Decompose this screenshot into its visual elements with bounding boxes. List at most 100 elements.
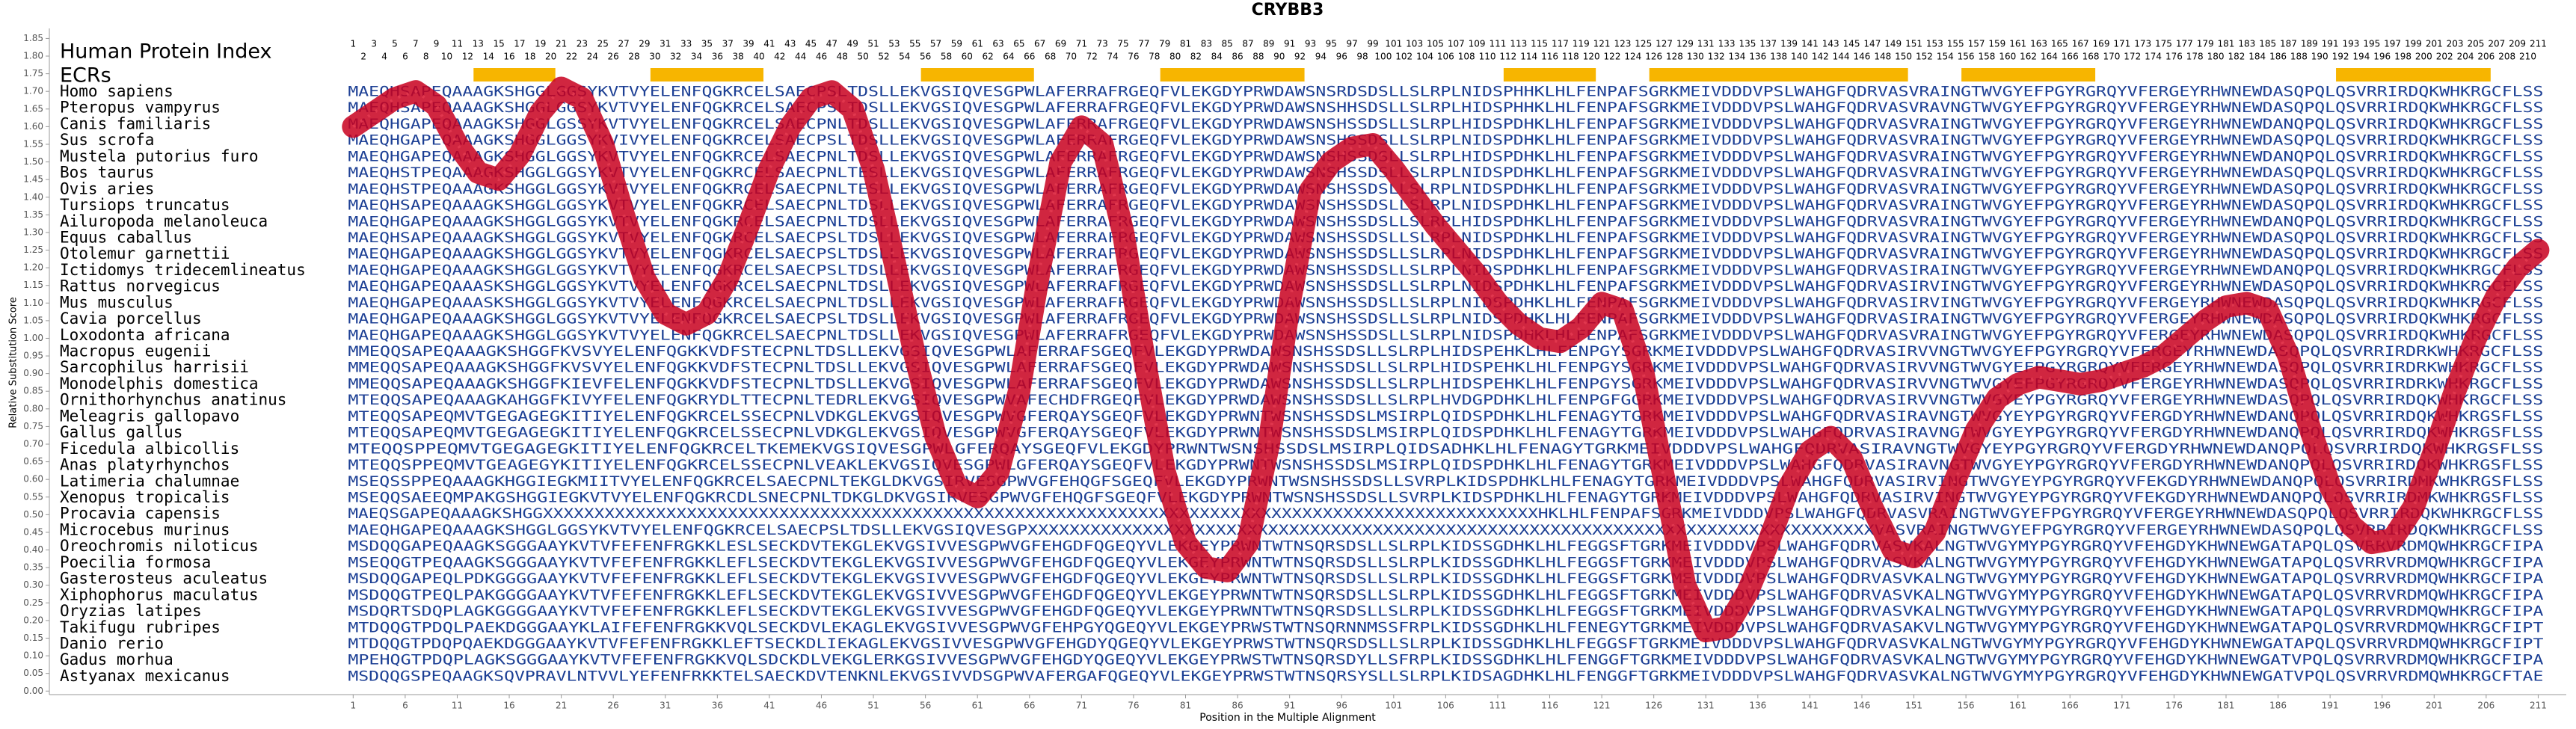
protein-index: 88 xyxy=(1252,52,1264,62)
protein-index: 193 xyxy=(2343,39,2360,49)
species-name: Procavia capensis xyxy=(60,505,221,523)
protein-index: 126 xyxy=(1645,52,1662,62)
x-tick-label: 206 xyxy=(2477,701,2494,711)
species-name: Xenopus tropicalis xyxy=(60,488,230,506)
protein-index: 70 xyxy=(1066,52,1077,62)
protein-index: 121 xyxy=(1593,39,1611,49)
species-name: Equus caballus xyxy=(60,228,192,246)
x-tick-label: 111 xyxy=(1489,701,1506,711)
x-tick-label: 116 xyxy=(1541,701,1558,711)
protein-index: 129 xyxy=(1676,39,1694,49)
protein-index: 137 xyxy=(1759,39,1777,49)
protein-index: 42 xyxy=(774,52,785,62)
species-name: Anas platyrhynchos xyxy=(60,456,230,474)
protein-index: 47 xyxy=(826,39,837,49)
protein-index: 75 xyxy=(1117,39,1128,49)
protein-index: 63 xyxy=(992,39,1003,49)
protein-index: 21 xyxy=(556,39,567,49)
protein-index: 203 xyxy=(2447,39,2464,49)
y-tick-label: 0.70 xyxy=(23,439,43,449)
protein-index: 196 xyxy=(2373,52,2391,62)
y-tick-label: 1.80 xyxy=(23,51,43,61)
protein-index: 204 xyxy=(2457,52,2474,62)
y-tick-label: 1.10 xyxy=(23,298,43,308)
protein-index: 78 xyxy=(1149,52,1160,62)
protein-index: 26 xyxy=(608,52,619,62)
x-axis-label: Position in the Multiple Alignment xyxy=(1199,712,1376,724)
protein-index: 135 xyxy=(1739,39,1756,49)
protein-index: 85 xyxy=(1222,39,1233,49)
protein-index: 150 xyxy=(1895,52,1912,62)
x-tick-label: 146 xyxy=(1854,701,1871,711)
protein-index: 176 xyxy=(2165,52,2183,62)
protein-index: 174 xyxy=(2145,52,2162,62)
species-name: Sus scrofa xyxy=(60,131,154,149)
protein-index: 125 xyxy=(1635,39,1652,49)
species-name: Ficedula albicollis xyxy=(60,440,239,458)
protein-index: 6 xyxy=(402,52,408,62)
protein-index: 117 xyxy=(1552,39,1569,49)
protein-index: 118 xyxy=(1562,52,1579,62)
protein-index: 108 xyxy=(1458,52,1475,62)
protein-index: 206 xyxy=(2477,52,2494,62)
sequence: MAEQHGAPEQAAAGKSHGGLGGSYKVTVYELENFQGKRCE… xyxy=(348,327,2543,343)
protein-index: 14 xyxy=(483,52,494,62)
protein-index: 145 xyxy=(1843,39,1860,49)
protein-index: 105 xyxy=(1427,39,1444,49)
protein-index: 71 xyxy=(1076,39,1087,49)
protein-index: 44 xyxy=(795,52,806,62)
protein-index: 201 xyxy=(2426,39,2443,49)
y-tick-label: 0.80 xyxy=(23,403,43,413)
ecr-label: ECRs xyxy=(60,64,111,87)
protein-index: 13 xyxy=(473,39,484,49)
y-tick-label: 1.20 xyxy=(23,262,43,273)
protein-index: 120 xyxy=(1583,52,1600,62)
species-name: Ictidomys tridecemlineatus xyxy=(60,261,306,279)
protein-index: 195 xyxy=(2363,39,2380,49)
x-tick-label: 126 xyxy=(1645,701,1662,711)
sequence: MSDQRTSDQPLAGKGGGGAAYKVTVFEFENFRGKKLEFLS… xyxy=(348,603,2544,620)
protein-index: 30 xyxy=(649,52,660,62)
protein-index: 67 xyxy=(1034,39,1045,49)
x-tick-label: 186 xyxy=(2269,701,2287,711)
protein-index: 98 xyxy=(1356,52,1368,62)
protein-index: 177 xyxy=(2176,39,2193,49)
protein-index: 162 xyxy=(2020,52,2037,62)
protein-index: 146 xyxy=(1854,52,1871,62)
protein-index: 52 xyxy=(878,52,889,62)
protein-index: 66 xyxy=(1024,52,1035,62)
protein-index: 46 xyxy=(816,52,827,62)
protein-index: 116 xyxy=(1541,52,1558,62)
protein-index: 124 xyxy=(1624,52,1641,62)
x-tick-label: 196 xyxy=(2373,701,2391,711)
protein-index: 61 xyxy=(972,39,983,49)
protein-index: 115 xyxy=(1531,39,1548,49)
species-name: Poecilia formosa xyxy=(60,553,211,571)
y-tick-label: 1.70 xyxy=(23,86,43,96)
protein-index: 205 xyxy=(2467,39,2484,49)
sequence: MMEQQSAPEQAAAGKSHGGFKIEVFELENFQGKKVDFSTE… xyxy=(348,375,2543,392)
protein-index: 154 xyxy=(1937,52,1954,62)
protein-index: 55 xyxy=(909,39,920,49)
protein-index: 167 xyxy=(2072,39,2089,49)
y-tick-label: 0.90 xyxy=(23,368,43,378)
x-tick-label: 41 xyxy=(763,701,775,711)
sequence: MSDQQGAPEQAAGKSGGGAAYKVTVFEFENFRGKKLESLS… xyxy=(348,538,2544,555)
protein-index: 2 xyxy=(360,52,366,62)
protein-index: 170 xyxy=(2103,52,2120,62)
x-tick-label: 191 xyxy=(2322,701,2339,711)
y-tick-label: 1.65 xyxy=(23,103,43,114)
protein-index: 62 xyxy=(982,52,993,62)
y-tick-label: 0.75 xyxy=(23,421,43,431)
protein-index: 89 xyxy=(1263,39,1274,49)
protein-index: 208 xyxy=(2498,52,2515,62)
protein-index: 68 xyxy=(1045,52,1056,62)
x-tick-label: 56 xyxy=(920,701,931,711)
protein-index: 112 xyxy=(1499,52,1516,62)
protein-index: 33 xyxy=(680,39,692,49)
y-tick-label: 0.40 xyxy=(23,544,43,555)
protein-index: 57 xyxy=(930,39,941,49)
species-name: Danio rerio xyxy=(60,634,164,652)
protein-index: 92 xyxy=(1294,52,1306,62)
y-tick-label: 0.25 xyxy=(23,597,43,608)
